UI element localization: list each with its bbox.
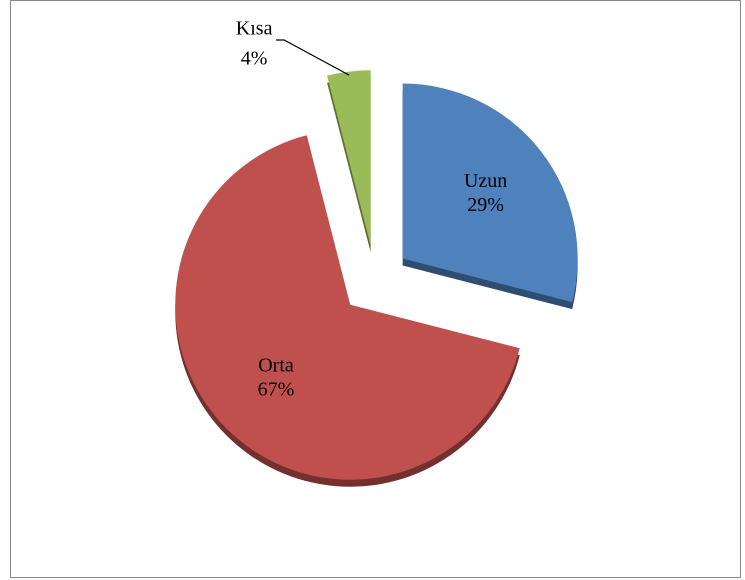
slice-label-value: 29% xyxy=(467,194,504,216)
slice-label-name: Kısa xyxy=(236,18,273,40)
slice xyxy=(327,70,371,246)
slice-label-name: Orta xyxy=(258,355,294,377)
slice xyxy=(402,83,578,303)
slice-label-value: 67% xyxy=(258,379,295,401)
slice-label-name: Uzun xyxy=(464,170,507,192)
slice xyxy=(175,135,520,480)
leader-line xyxy=(276,39,350,76)
slice-label-value: 4% xyxy=(241,48,268,70)
chart-border xyxy=(10,0,741,578)
